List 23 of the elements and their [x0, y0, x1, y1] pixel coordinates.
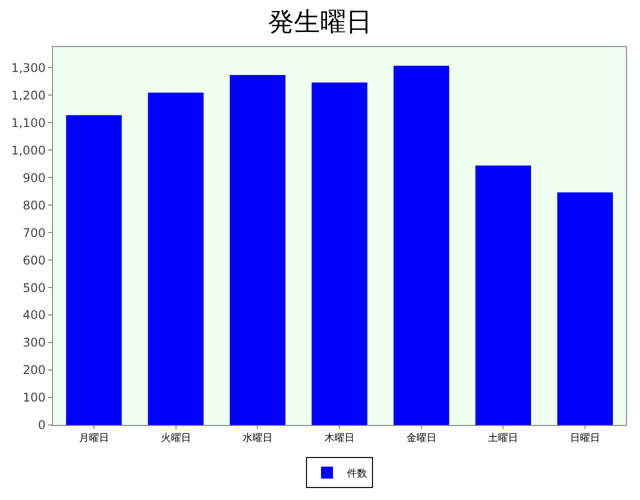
y-tick-label: 1,000 — [11, 143, 46, 158]
x-tick-label: 木曜日 — [324, 432, 354, 444]
x-tick-label: 月曜日 — [78, 432, 109, 444]
y-tick-label: 600 — [22, 253, 46, 268]
x-tick-label: 金曜日 — [406, 432, 436, 444]
y-tick-label: 700 — [22, 226, 46, 240]
y-tick-label: 0 — [38, 418, 46, 432]
y-tick-label: 500 — [22, 280, 46, 295]
x-tick-label: 火曜日 — [160, 432, 191, 444]
x-tick-label: 水曜日 — [242, 432, 273, 444]
chart-title: 発生曜日 — [268, 8, 372, 38]
y-tick-label: 900 — [22, 170, 46, 185]
y-tick-label: 800 — [22, 198, 46, 212]
y-tick-label: 300 — [22, 336, 46, 350]
x-tick-label: 日曜日 — [570, 432, 600, 444]
y-tick-label: 1,300 — [11, 60, 46, 75]
y-tick-label: 200 — [22, 363, 46, 378]
y-tick-label: 1,100 — [11, 116, 46, 130]
legend-label: 件数 — [347, 468, 367, 480]
x-tick-label: 土曜日 — [488, 432, 518, 444]
y-tick-label: 1,200 — [11, 88, 46, 102]
y-tick-label: 100 — [22, 390, 46, 405]
y-tick-label: 400 — [22, 308, 46, 322]
